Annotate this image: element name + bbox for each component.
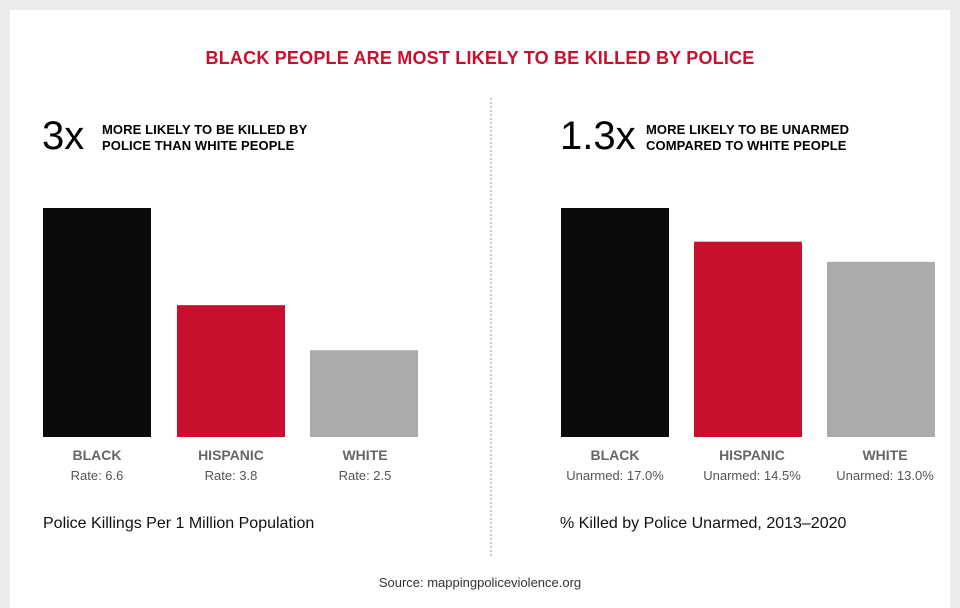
right-bar-label-black: BLACK (590, 447, 640, 463)
right-chart-panel: 1.3x MORE LIKELY TO BE UNARMED COMPARED … (530, 10, 960, 570)
right-note-line2: COMPARED TO WHITE PEOPLE (646, 138, 847, 153)
source-note: Source: mappingpoliceviolence.org (378, 575, 582, 590)
left-note-line2: POLICE THAN WHITE PEOPLE (102, 138, 295, 153)
left-bar-black (43, 208, 151, 437)
right-multiplier-note: MORE LIKELY TO BE UNARMED COMPARED TO WH… (646, 122, 906, 154)
left-bar-hispanic (177, 305, 285, 437)
right-bar-value-white: Unarmed: 13.0% (836, 468, 934, 483)
left-bar-label-hispanic: HISPANIC (198, 447, 264, 463)
left-chart-caption: Police Killings Per 1 Million Population (43, 515, 315, 532)
panel-divider (490, 98, 492, 556)
left-bar-value-black: Rate: 6.6 (70, 468, 124, 483)
right-bar-label-white: WHITE (862, 447, 908, 463)
right-bar-label-hispanic: HISPANIC (719, 447, 785, 463)
left-note-line1: MORE LIKELY TO BE KILLED BY (102, 122, 308, 137)
left-bar-value-hispanic: Rate: 3.8 (204, 468, 258, 483)
right-bar-hispanic (694, 241, 802, 437)
right-chart-caption: % Killed by Police Unarmed, 2013–2020 (560, 515, 847, 532)
right-bar-value-black: Unarmed: 17.0% (566, 468, 664, 483)
left-multiplier-note: MORE LIKELY TO BE KILLED BY POLICE THAN … (102, 122, 362, 154)
left-bar-label-black: BLACK (72, 447, 122, 463)
left-multiplier: 3x (42, 114, 85, 158)
infographic-card: BLACK PEOPLE ARE MOST LIKELY TO BE KILLE… (10, 10, 950, 608)
right-note-line1: MORE LIKELY TO BE UNARMED (646, 122, 850, 137)
right-multiplier: 1.3x (560, 114, 636, 158)
left-bar-white (310, 350, 418, 437)
left-bar-label-white: WHITE (342, 447, 388, 463)
right-bar-chart (561, 208, 935, 437)
left-bar-chart (43, 208, 418, 437)
right-bar-value-hispanic: Unarmed: 14.5% (703, 468, 801, 483)
left-chart-panel: 3x MORE LIKELY TO BE KILLED BY POLICE TH… (10, 10, 440, 570)
right-bar-black (561, 208, 669, 437)
right-bar-white (827, 261, 935, 437)
page-title: BLACK PEOPLE ARE MOST LIKELY TO BE KILLE… (205, 48, 755, 68)
left-bar-value-white: Rate: 2.5 (338, 468, 392, 483)
